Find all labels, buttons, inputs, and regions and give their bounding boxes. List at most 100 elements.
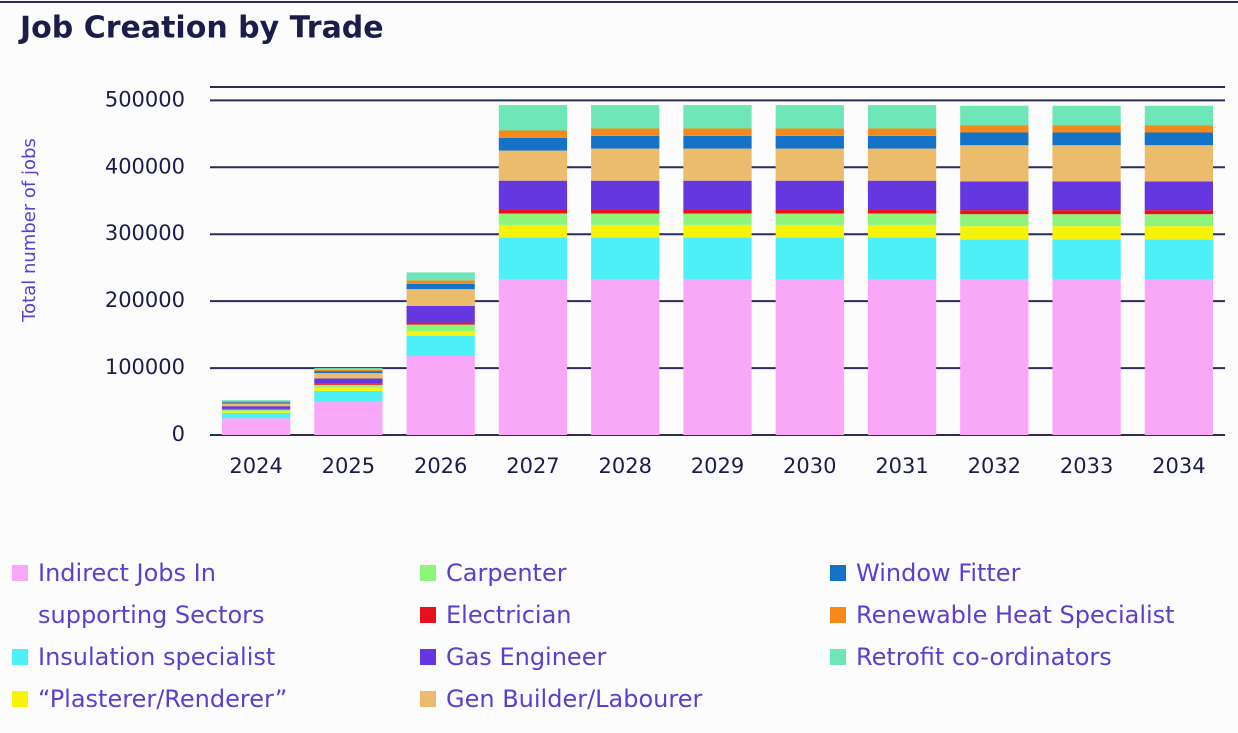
- bar-segment: [1144, 125, 1214, 133]
- legend-swatch: [830, 607, 846, 623]
- x-tick-label: 2029: [691, 454, 744, 478]
- bar-segment: [683, 180, 752, 210]
- bar-segment: [314, 390, 383, 402]
- bar-segment: [1052, 226, 1121, 240]
- y-tick-label: 100000: [105, 355, 185, 379]
- bar-segment: [314, 384, 383, 388]
- bar-segment: [314, 378, 383, 384]
- bar-segment: [960, 239, 1029, 280]
- x-tick-label: 2027: [506, 454, 559, 478]
- bar-segment: [960, 181, 1029, 211]
- bar-segment: [221, 418, 291, 435]
- bar-segment: [1144, 214, 1214, 227]
- x-tick-label: 2031: [875, 454, 928, 478]
- legend: Indirect Jobs In supporting Sectors Insul…: [12, 552, 1230, 720]
- legend-column: Indirect Jobs In supporting Sectors Insul…: [12, 552, 420, 720]
- legend-item: Window Fitter: [830, 552, 1230, 594]
- y-tick-label: 400000: [105, 154, 185, 178]
- bar-segment: [314, 401, 383, 435]
- bar-segment: [1144, 105, 1214, 126]
- bar-segment: [406, 283, 475, 290]
- bar-segment: [683, 148, 752, 181]
- bar-segment: [867, 105, 937, 129]
- bar-segment: [960, 226, 1029, 240]
- bar-segment: [221, 403, 291, 407]
- bar-segment: [775, 128, 844, 136]
- bar-segment: [775, 213, 844, 225]
- bar-segment: [960, 210, 1029, 215]
- bar-segment: [406, 272, 475, 281]
- x-tick-label: 2034: [1152, 454, 1205, 478]
- bar-segment: [960, 214, 1029, 227]
- legend-item: Indirect Jobs In supporting Sectors: [12, 552, 420, 636]
- bar-segment: [775, 224, 844, 238]
- legend-label: Gas Engineer: [446, 643, 607, 671]
- bar-segment: [591, 209, 660, 214]
- legend-label: Gen Builder/Labourer: [446, 685, 703, 713]
- legend-swatch: [420, 691, 436, 707]
- legend-item: Renewable Heat Specialist: [830, 594, 1230, 636]
- bar-segment: [591, 135, 660, 149]
- bar-segment: [867, 209, 937, 214]
- bar-segment: [867, 237, 937, 280]
- bar-segment: [960, 125, 1029, 133]
- legend-swatch: [420, 565, 436, 581]
- bar-segment: [683, 105, 752, 129]
- x-tick-label: 2025: [322, 454, 375, 478]
- y-tick-label: 500000: [105, 87, 185, 111]
- x-tick-label: 2024: [229, 454, 282, 478]
- bar-segment: [221, 400, 291, 402]
- x-tick-label: 2026: [414, 454, 467, 478]
- bar-segment: [314, 368, 383, 370]
- bar-segment: [406, 289, 475, 306]
- chart-title: Job Creation by Trade: [18, 11, 384, 46]
- bar-segment: [314, 371, 383, 374]
- bar-segment: [221, 410, 291, 413]
- bar-segment: [1144, 239, 1214, 280]
- bar-segment: [591, 128, 660, 136]
- bar-segment: [775, 279, 844, 435]
- bar-segment: [498, 130, 568, 138]
- bar-segment: [1052, 214, 1121, 227]
- bar-segment: [406, 305, 475, 323]
- bar-segment: [867, 213, 937, 225]
- legend-label: Insulation specialist: [38, 643, 276, 671]
- bar-segment: [498, 237, 568, 280]
- bar-segment: [498, 105, 568, 131]
- bar-segment: [221, 402, 291, 404]
- bar-segment: [591, 237, 660, 280]
- bar-segment: [221, 401, 291, 403]
- bar-segment: [683, 279, 752, 435]
- bar-segment: [1052, 239, 1121, 280]
- bar-segment: [683, 237, 752, 280]
- bar-segment: [314, 369, 383, 372]
- bar-segment: [960, 105, 1029, 126]
- legend-item: Carpenter: [420, 552, 830, 594]
- bar-segment: [775, 209, 844, 214]
- bar-segment: [775, 180, 844, 210]
- legend-label: Indirect Jobs In supporting Sectors: [38, 559, 265, 629]
- bar-segment: [591, 180, 660, 210]
- legend-swatch: [12, 691, 28, 707]
- bar-segment: [775, 148, 844, 181]
- legend-item: Retrofit co-ordinators: [830, 636, 1230, 678]
- bar-segment: [775, 135, 844, 149]
- legend-label: Electrician: [446, 601, 572, 629]
- legend-item: Insulation specialist: [12, 636, 420, 678]
- bar-segment: [867, 128, 937, 136]
- y-tick-label: 300000: [105, 221, 185, 245]
- bar-segment: [221, 408, 291, 410]
- bar-segment: [775, 237, 844, 280]
- bar-segment: [867, 135, 937, 149]
- bar-segment: [1144, 145, 1214, 182]
- bar-segment: [314, 383, 383, 385]
- bar-segment: [406, 335, 475, 357]
- bar-segment: [1144, 181, 1214, 211]
- bar-segment: [591, 148, 660, 181]
- bar-segment: [498, 224, 568, 238]
- bar-segment: [406, 331, 475, 336]
- bar-segment: [683, 135, 752, 149]
- bar-segment: [1052, 105, 1121, 126]
- bar-segment: [1144, 279, 1214, 435]
- bar-segment: [498, 180, 568, 210]
